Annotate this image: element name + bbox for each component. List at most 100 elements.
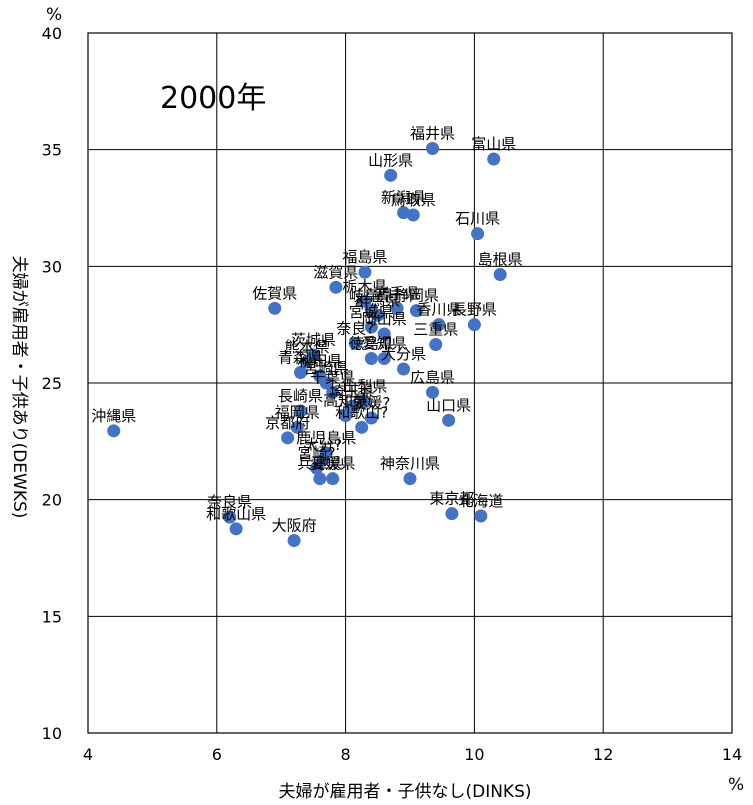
data-point [442,413,456,427]
data-point [384,168,398,182]
data-point [403,472,417,486]
y-tick-label: 25 [42,374,62,393]
data-point [426,385,440,399]
point-label: 福島県 [342,248,387,266]
x-tick-label: 14 [722,745,742,764]
data-point [377,352,391,365]
data-point [364,411,378,425]
y-tick-label: 10 [42,724,62,743]
point-label: 群馬県 [355,291,400,309]
data-point [329,280,343,294]
data-point [406,208,420,222]
data-point [364,320,378,334]
point-label: 和歌山県 [206,505,266,523]
data-points [107,142,507,547]
data-point [487,152,501,166]
data-point [348,336,362,350]
data-point [358,395,372,409]
data-point [471,227,485,241]
data-point [493,268,507,281]
point-label: 高知県 [323,392,368,410]
y-tick-label: 35 [42,141,62,160]
point-label: 鳥取県 [391,191,436,209]
y-tick-label: 30 [42,257,62,276]
point-label: 北海道 [458,492,503,510]
data-point [294,366,308,379]
point-label: 福岡県 [275,403,320,421]
data-point [371,308,385,322]
data-point [290,420,304,434]
chart-title: 2000年 [160,81,266,116]
x-tick-label: 12 [593,745,613,764]
point-label: 大阪府 [272,517,317,535]
point-label: 岡山県 [362,310,407,328]
point-label: 大分? [304,436,342,454]
point-label: 青森県 [278,349,323,367]
point-label: 宮崎県 [304,359,349,377]
point-label: 大分県 [381,345,426,363]
grid [87,32,733,734]
x-tick-label: 4 [83,745,93,764]
data-point [313,472,327,486]
point-label: 静岡県 [394,287,439,305]
data-point [364,352,378,365]
data-point [223,510,237,524]
point-label: 佐賀県 [252,284,297,302]
point-label: 山形県 [368,151,413,169]
point-label: 岩手県 [375,284,420,302]
point-label: 京都府 [265,414,310,432]
data-point [287,534,301,547]
point-label: 愛知県 [362,335,407,353]
point-label: 神奈川県 [380,455,440,473]
data-point [339,409,353,423]
data-point [474,509,488,523]
x-axis-title: 夫婦が雇用者・子供なし(DINKS) [278,782,531,802]
point-label: 石川県 [455,210,500,228]
point-label: 三重県 [413,321,458,339]
data-point [345,399,359,413]
point-label: 栃木県 [342,277,387,295]
data-point [377,327,391,341]
point-label: 広島県 [410,368,455,386]
data-point [319,376,333,390]
point-label: 奈良? [336,319,374,337]
point-label: 和歌山? [335,403,388,421]
point-label: 福井県 [410,125,455,143]
data-point [229,522,243,536]
data-point [326,472,340,486]
point-label: 宮城県 [349,303,394,321]
x-tick-label: 8 [341,745,351,764]
data-point [426,142,440,155]
y-tick-label: 20 [42,491,62,510]
point-label: 山梨県 [342,378,387,396]
point-label: 兵庫県 [297,455,342,473]
point-label: 千葉県 [310,368,355,386]
data-point [467,318,481,332]
point-label: 沖縄県 [91,407,136,425]
point-label: 徳島県 [349,335,394,353]
point-label: 島根県 [478,251,523,269]
data-point [432,318,446,332]
data-point [409,304,423,318]
point-label: 鹿児島県 [296,429,356,447]
point-label: 茨城県 [291,331,336,349]
y-axis-title: 夫婦が雇用者・子供あり(DEWKS) [9,256,29,519]
point-label: 東京都 [429,490,474,508]
tick-labels: 4 6 8 10 12 14 10 15 20 25 30 35 40 [42,24,743,764]
x-unit-label: % [728,775,744,795]
point-label: 埼玉県 [330,382,375,400]
point-label: 長野県 [452,301,497,319]
data-point [268,301,282,315]
point-label: 滋賀県 [313,263,358,281]
point-label: 熊本県 [284,338,329,356]
y-tick-label: 15 [42,607,62,626]
point-label: 岐阜県 [349,287,394,305]
point-label: 長崎県 [278,387,323,405]
point-label: 秋田県 [297,352,342,370]
x-tick-label: 10 [464,745,484,764]
y-unit-label: % [46,5,62,25]
point-label: 富山県 [471,135,516,153]
x-tick-label: 6 [212,745,222,764]
data-point [429,338,443,351]
